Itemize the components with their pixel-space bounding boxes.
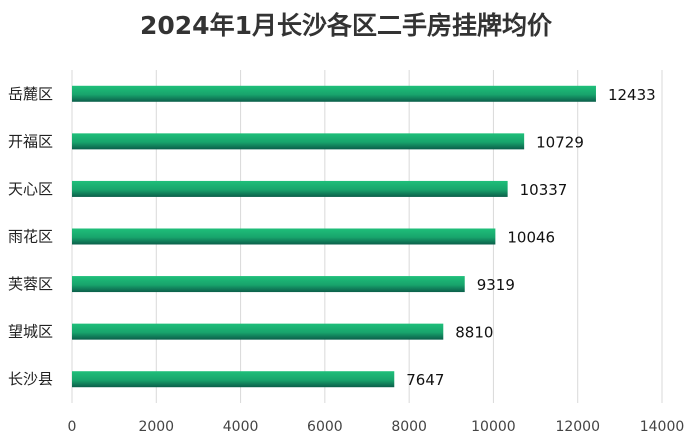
x-tick-label-5: 10000	[471, 419, 516, 435]
bar-1	[72, 133, 525, 150]
chart-title: 2024年1月长沙各区二手房挂牌均价	[140, 11, 552, 40]
bar-3	[72, 228, 496, 245]
category-label-3: 雨花区	[8, 228, 53, 246]
value-label-3: 10046	[507, 229, 555, 247]
x-tick-label-6: 12000	[555, 419, 600, 435]
value-label-1: 10729	[536, 133, 584, 151]
bar-5	[72, 323, 444, 340]
category-label-2: 天心区	[8, 180, 53, 198]
value-label-0: 12433	[608, 86, 656, 104]
category-label-4: 芙蓉区	[8, 275, 53, 293]
value-label-4: 9319	[477, 276, 515, 294]
bar-0	[72, 85, 596, 102]
x-tick-label-1: 2000	[138, 419, 174, 435]
category-label-0: 岳麓区	[8, 85, 53, 103]
category-label-5: 望城区	[8, 323, 53, 341]
value-label-5: 8810	[455, 324, 493, 342]
bars	[72, 85, 596, 388]
x-tick-label-0: 0	[68, 419, 77, 435]
bar-6	[72, 371, 395, 388]
x-tick-label-3: 6000	[307, 419, 343, 435]
bar-4	[72, 276, 465, 293]
x-tick-label-7: 14000	[640, 419, 685, 435]
bar-2	[72, 180, 508, 197]
category-label-1: 开福区	[8, 132, 53, 150]
value-label-2: 10337	[520, 181, 568, 199]
x-tick-label-4: 8000	[391, 419, 427, 435]
value-label-6: 7647	[406, 371, 444, 389]
x-tick-label-2: 4000	[223, 419, 259, 435]
labels: 0 2000 4000 6000 8000 10000 12000 14000 岳麓区 12433…	[8, 85, 684, 435]
category-label-6: 长沙县	[8, 370, 53, 388]
